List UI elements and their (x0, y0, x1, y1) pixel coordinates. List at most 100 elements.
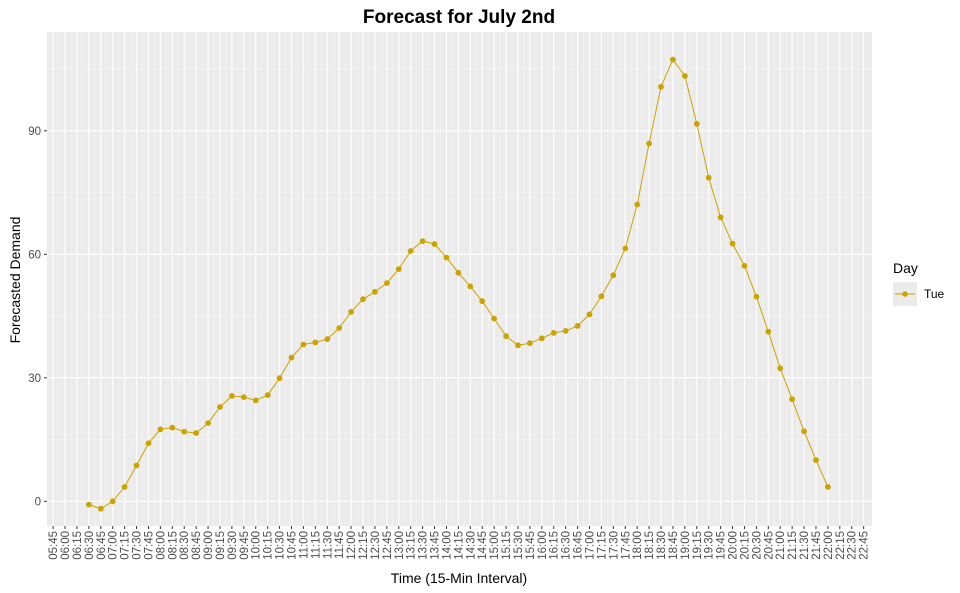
data-point (455, 269, 462, 276)
data-point (205, 420, 212, 426)
x-tick-label: 08:45 (191, 531, 203, 560)
data-point (312, 339, 319, 346)
x-tick-label: 09:15 (215, 531, 227, 560)
x-tick-label: 21:15 (787, 531, 799, 560)
legend: Day Tue (893, 260, 945, 306)
grid-minor-x (58, 32, 859, 526)
x-tick-label: 14:45 (477, 531, 489, 560)
plot-panel (47, 32, 872, 526)
data-point (717, 214, 724, 221)
x-tick-label: 19:30 (704, 531, 716, 560)
x-tick-label: 17:00 (585, 531, 597, 560)
data-point (109, 498, 116, 505)
x-tick-label: 14:00 (441, 531, 453, 560)
x-tick-label: 06:00 (60, 531, 72, 560)
x-tick-label: 15:00 (489, 531, 501, 560)
x-tick-label: 12:15 (358, 531, 370, 560)
x-tick-label: 17:15 (596, 531, 608, 560)
data-point (598, 293, 605, 300)
data-point (97, 505, 104, 512)
data-point (419, 238, 426, 245)
data-point (503, 333, 509, 340)
legend-label-tue: Tue (924, 287, 945, 301)
data-point (479, 298, 486, 305)
x-tick-label: 13:00 (394, 531, 406, 560)
legend-title: Day (893, 260, 918, 276)
chart-title: Forecast for July 2nd (363, 7, 555, 28)
data-point (765, 328, 772, 335)
data-point (670, 56, 676, 63)
x-tick-label: 22:45 (859, 531, 871, 560)
data-point (443, 254, 450, 261)
x-tick-label: 13:45 (430, 531, 442, 560)
x-tick-label: 20:45 (763, 531, 775, 560)
x-axis-ticks: 05:45 06:00 06:15 06:30 06:45 07:00 07:15 07:30… (48, 526, 871, 560)
x-tick-label: 15:30 (513, 531, 525, 560)
data-point (229, 393, 235, 399)
data-point (372, 288, 378, 295)
data-point (431, 241, 438, 247)
y-tick-label: 30 (28, 373, 41, 385)
data-point (682, 73, 688, 79)
x-tick-label: 12:30 (370, 531, 382, 560)
data-point (169, 424, 176, 431)
grid-major-x (52, 32, 865, 526)
data-point (264, 392, 271, 398)
x-tick-label: 16:45 (573, 531, 585, 560)
data-point (360, 296, 366, 303)
x-tick-label: 14:30 (465, 531, 477, 560)
x-tick-label: 05:45 (48, 531, 60, 560)
x-tick-label: 11:00 (298, 531, 310, 559)
data-point (336, 325, 343, 331)
data-point (121, 484, 128, 490)
x-tick-label: 18:15 (644, 531, 656, 560)
x-tick-label: 09:00 (203, 531, 215, 560)
y-tick-label: 0 (35, 496, 41, 508)
x-tick-label: 14:15 (453, 531, 465, 560)
x-tick-label: 22:30 (847, 531, 859, 560)
x-tick-label: 09:45 (239, 531, 251, 560)
data-point (217, 404, 223, 410)
data-point (622, 245, 629, 252)
x-tick-label: 17:30 (608, 531, 620, 560)
data-point (276, 375, 283, 382)
x-tick-label: 21:30 (799, 531, 811, 560)
data-point (181, 428, 188, 435)
x-tick-label: 11:45 (334, 531, 346, 559)
series-layer (86, 56, 831, 512)
data-point (384, 280, 390, 286)
data-point (86, 501, 92, 508)
data-point (586, 311, 593, 318)
data-point (157, 426, 164, 433)
data-point (252, 397, 259, 404)
x-tick-label: 07:30 (132, 531, 144, 560)
x-tick-label: 19:15 (692, 531, 704, 560)
legend-marker (902, 291, 908, 297)
x-tick-label: 10:45 (287, 531, 299, 560)
x-tick-label: 16:30 (561, 531, 573, 560)
data-point (825, 484, 831, 490)
data-point (658, 83, 664, 90)
x-tick-label: 08:30 (179, 531, 191, 560)
data-point (574, 323, 581, 329)
x-tick-label: 06:45 (96, 531, 108, 560)
data-point (407, 248, 414, 254)
x-tick-label: 13:30 (418, 531, 430, 560)
x-tick-label: 09:30 (227, 531, 239, 560)
x-tick-label: 16:15 (549, 531, 561, 560)
x-tick-label: 12:45 (382, 531, 394, 560)
x-tick-label: 18:00 (632, 531, 644, 560)
data-point (145, 440, 152, 447)
x-tick-label: 08:00 (155, 531, 167, 560)
x-tick-label: 18:45 (668, 531, 680, 560)
data-point (538, 335, 545, 342)
data-point (133, 462, 140, 469)
x-tick-label: 16:00 (537, 531, 549, 560)
x-tick-label: 06:15 (72, 531, 84, 560)
x-tick-label: 10:30 (275, 531, 287, 560)
data-point (288, 354, 295, 361)
x-tick-label: 15:45 (525, 531, 537, 560)
y-axis-ticks: 0 30 60 90 (28, 126, 47, 508)
data-point (467, 283, 474, 290)
x-tick-label: 19:00 (680, 531, 692, 560)
